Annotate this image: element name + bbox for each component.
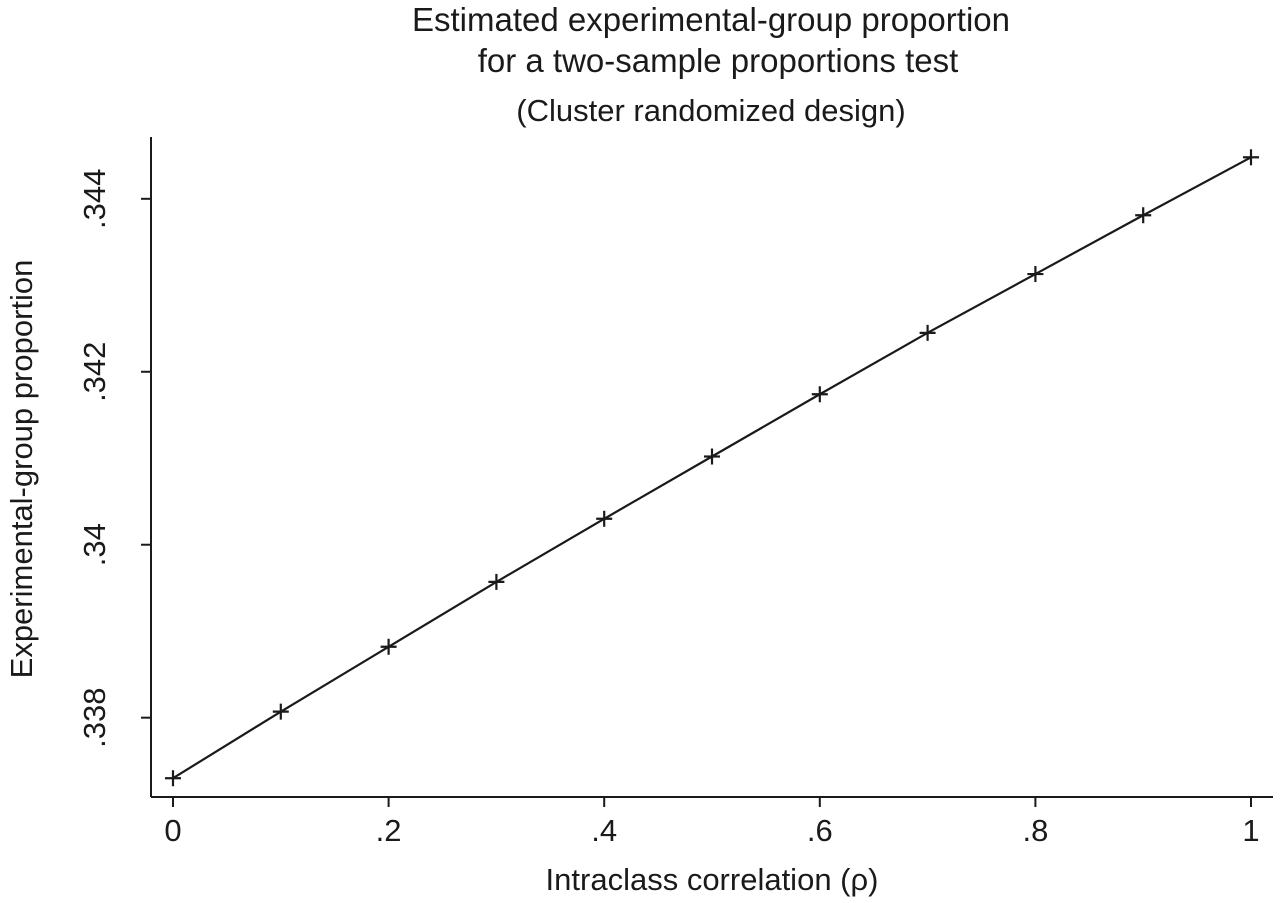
y-tick-label: .34 (77, 523, 112, 566)
series (165, 149, 1259, 787)
data-point (811, 386, 828, 403)
x-tick-label: 1 (1242, 813, 1259, 848)
axes (150, 137, 1273, 798)
x-tick-label: .6 (807, 813, 833, 848)
x-tick-label: .4 (591, 813, 617, 848)
x-tick-label: .2 (376, 813, 402, 848)
chart-title-line-2: for a two-sample proportions test (478, 42, 959, 79)
data-point (1243, 149, 1259, 166)
data-point (1027, 266, 1044, 283)
series-line (172, 156, 1252, 780)
data-point (165, 770, 181, 787)
y-ticks: .338 .34 .342 .344 (77, 169, 151, 748)
chart-title-line-1: Estimated experimental-group proportion (412, 1, 1010, 38)
data-point (380, 638, 397, 655)
chart-subtitle: (Cluster randomized design) (516, 93, 905, 128)
x-ticks: 0 .2 .4 .6 .8 1 (164, 797, 1260, 848)
y-tick-label: .338 (77, 688, 112, 748)
y-axis-label: Experimental-group proportion (4, 260, 39, 679)
chart-titles: Estimated experimental-group proportion … (412, 1, 1010, 128)
data-point (704, 448, 720, 465)
data-point (596, 510, 613, 527)
data-point (1135, 207, 1152, 224)
data-point (488, 573, 505, 590)
y-tick-label: .344 (77, 169, 112, 229)
x-tick-label: .8 (1022, 813, 1048, 848)
x-axis-label: Intraclass correlation (ρ) (546, 862, 879, 897)
y-tick-label: .342 (77, 342, 112, 402)
data-point (919, 324, 936, 341)
data-point (272, 703, 289, 720)
x-tick-label: 0 (164, 813, 181, 848)
